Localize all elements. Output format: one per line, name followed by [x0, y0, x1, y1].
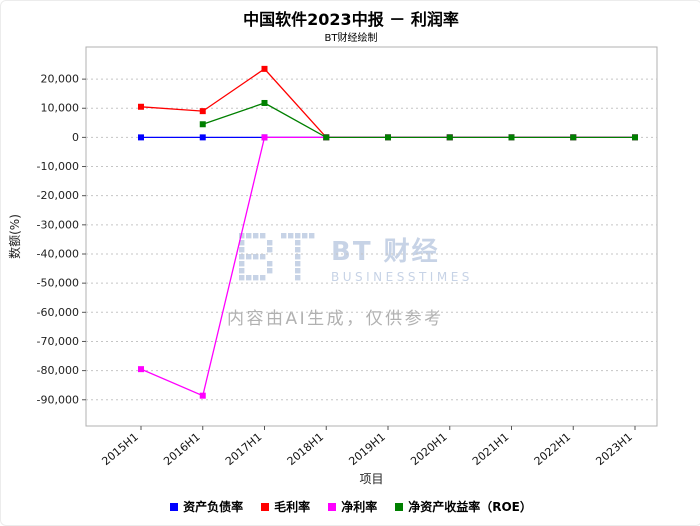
series-marker-1-1: [199, 108, 206, 115]
legend-marker-debt-ratio: [170, 502, 179, 511]
legend-label-net-margin: 净利率: [341, 500, 378, 514]
series-line-3: [202, 102, 635, 139]
svg-text:2023H1: 2023H1: [593, 430, 634, 468]
svg-text:-10,000: -10,000: [37, 160, 79, 173]
svg-text:2022H1: 2022H1: [532, 430, 573, 468]
svg-text:10,000: 10,000: [41, 102, 80, 115]
series-marker-3-5: [446, 134, 453, 141]
series-marker-0-1: [199, 134, 206, 141]
legend-item-debt-ratio: 资产负债率: [170, 498, 243, 515]
svg-text:-70,000: -70,000: [37, 335, 79, 348]
series-marker-1-2: [261, 65, 268, 72]
series-marker-3-1: [199, 121, 206, 128]
series-marker-3-2: [261, 99, 268, 106]
legend-label-gross-margin: 毛利率: [274, 500, 311, 514]
legend-label-roe: 净资产收益率（ROE）: [408, 500, 532, 514]
svg-text:2021H1: 2021H1: [470, 430, 511, 468]
svg-text:2017H1: 2017H1: [223, 430, 264, 468]
legend-marker-gross-margin: [261, 502, 270, 511]
series-line-2: [140, 136, 635, 397]
legend-item-gross-margin: 毛利率: [261, 498, 310, 515]
svg-text:0: 0: [72, 131, 79, 144]
svg-text:-50,000: -50,000: [37, 277, 79, 290]
legend-marker-net-margin: [328, 502, 337, 511]
series-marker-3-8: [632, 134, 638, 141]
series-marker-0-0: [138, 134, 144, 141]
svg-text:-20,000: -20,000: [37, 189, 79, 202]
legend-item-net-margin: 净利率: [328, 498, 377, 515]
chart-subtitle: BT财经绘制: [324, 33, 378, 44]
series-marker-2-2: [261, 134, 268, 141]
svg-text:2019H1: 2019H1: [346, 430, 387, 468]
series-marker-3-3: [323, 134, 330, 141]
series-marker-2-0: [138, 366, 144, 373]
legend-label-debt-ratio: 资产负债率: [183, 500, 244, 514]
series-marker-3-7: [570, 134, 577, 141]
svg-text:-90,000: -90,000: [37, 393, 79, 406]
svg-text:-30,000: -30,000: [37, 218, 79, 231]
svg-text:项目: 项目: [359, 472, 383, 486]
svg-text:数额(%): 数额(%): [7, 214, 22, 259]
legend-marker-roe: [395, 502, 404, 511]
series-marker-1-0: [138, 103, 144, 110]
svg-text:20,000: 20,000: [41, 73, 80, 86]
svg-text:-60,000: -60,000: [37, 306, 79, 319]
svg-text:-80,000: -80,000: [37, 364, 79, 377]
svg-text:2015H1: 2015H1: [99, 430, 140, 468]
svg-text:2018H1: 2018H1: [285, 430, 326, 468]
svg-text:2020H1: 2020H1: [408, 430, 449, 468]
series-marker-3-6: [508, 134, 515, 141]
svg-text:-40,000: -40,000: [37, 247, 79, 260]
chart-title: 中国软件2023中报 － 利润率: [243, 10, 459, 29]
svg-text:2016H1: 2016H1: [161, 430, 202, 468]
series-marker-3-4: [385, 134, 391, 141]
legend-item-roe: 净资产收益率（ROE）: [395, 498, 532, 515]
series-marker-2-1: [199, 392, 206, 399]
chart-legend: 资产负债率 毛利率 净利率 净资产收益率（ROE）: [1, 498, 700, 515]
